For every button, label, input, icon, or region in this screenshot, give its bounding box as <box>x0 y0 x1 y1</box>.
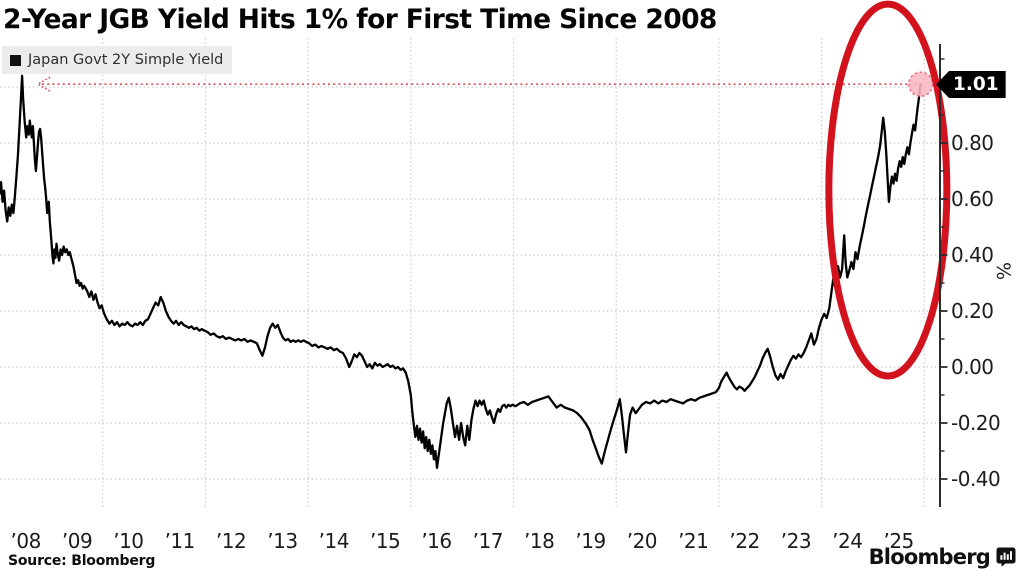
x-axis-tick-label: ’21 <box>678 529 709 553</box>
latest-value-tag: 1.01 <box>936 71 1006 98</box>
highlight-ellipse <box>825 0 951 380</box>
y-axis-unit-label: % <box>992 261 1015 281</box>
y-axis-tick-label: 0.60 <box>951 187 994 211</box>
legend: Japan Govt 2Y Simple Yield <box>2 46 233 74</box>
x-axis-tick-label: ’25 <box>883 529 914 553</box>
x-axis-tick-label: ’10 <box>113 529 144 553</box>
x-axis-tick-label: ’15 <box>369 529 401 553</box>
y-axis-tick-label: 0.80 <box>951 131 994 155</box>
x-axis-tick-label: ’13 <box>267 529 298 553</box>
x-axis-tick-label: ’17 <box>472 529 504 553</box>
y-axis-tick-label: -0.20 <box>951 411 1001 435</box>
x-axis-tick-label: ’16 <box>421 529 452 553</box>
x-axis-tick-label: ’22 <box>729 529 760 553</box>
x-axis-tick-label: ’18 <box>524 529 555 553</box>
brand-logo: Bloomberg <box>869 545 1016 569</box>
x-axis-tick-label: ’08 <box>10 529 42 553</box>
x-axis-tick-label: ’12 <box>215 529 247 553</box>
yield-series-line <box>0 74 922 469</box>
legend-label: Japan Govt 2Y Simple Yield <box>28 52 224 68</box>
legend-swatch-icon <box>10 54 21 66</box>
x-axis-tick-label: ’24 <box>832 529 863 553</box>
y-axis-tick-label: 0.00 <box>951 355 994 379</box>
brand-name: Bloomberg <box>868 545 991 569</box>
source-credit: Source: Bloomberg <box>8 553 156 569</box>
x-axis-tick-label: ’23 <box>780 529 812 553</box>
x-axis-tick-label: ’14 <box>318 529 350 553</box>
x-axis-labels: ’08 ’09 ’10 ’11 ’12 ’13 ’14 ’15 ’16 ’17 ’18 ’19 ’20 ’… <box>0 529 1024 553</box>
x-axis-tick-label: ’11 <box>164 529 196 553</box>
chart-title: 2-Year JGB Yield Hits 1% for First Time … <box>3 4 717 35</box>
x-axis-tick-label: ’19 <box>575 529 606 553</box>
annotation-arrowhead-icon <box>36 76 51 92</box>
x-axis-tick-label: ’09 <box>61 529 93 553</box>
x-axis-tick-label: ’20 <box>626 529 658 553</box>
latest-point-marker <box>907 71 934 97</box>
y-axis-tick-label: 0.20 <box>951 299 994 323</box>
bloomberg-chart-bubble-icon <box>996 547 1016 567</box>
y-axis-tick-label: 0.40 <box>951 243 994 267</box>
y-axis-tick-label: -0.40 <box>951 467 1001 491</box>
